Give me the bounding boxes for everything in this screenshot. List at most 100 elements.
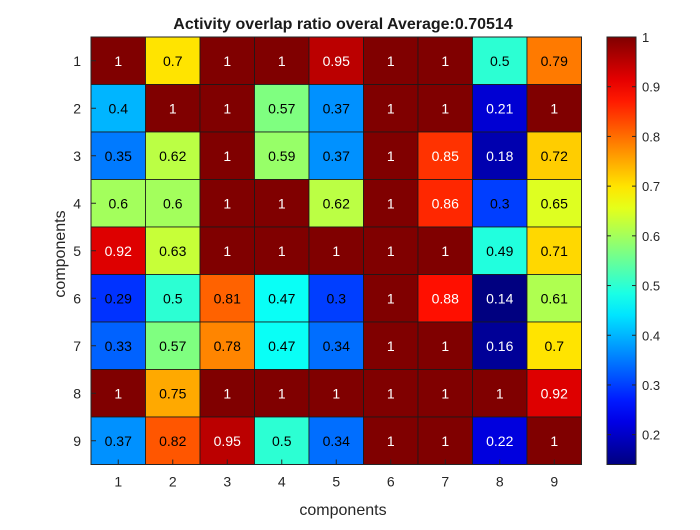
x-tick-label: 5 bbox=[332, 474, 340, 490]
heatmap-cell bbox=[145, 179, 201, 228]
heatmap-cell bbox=[199, 416, 255, 465]
heatmap-cell bbox=[363, 416, 419, 465]
y-tick-label: 5 bbox=[73, 243, 81, 259]
heatmap-cell bbox=[90, 179, 146, 228]
heatmap-cell bbox=[145, 226, 201, 275]
cell-value-label: 0.5 bbox=[163, 290, 183, 306]
heatmap-cell bbox=[145, 274, 201, 323]
y-axis-ticks: 1 2 3 4 5 6 7 8 9 bbox=[73, 53, 96, 449]
cell-value-label: 0.92 bbox=[541, 385, 568, 401]
heatmap-cell bbox=[145, 36, 201, 85]
cell-value-label: 0.37 bbox=[323, 100, 350, 116]
heatmap-cell bbox=[363, 369, 419, 418]
heatmap-cell bbox=[199, 369, 255, 418]
x-tick-label: 4 bbox=[278, 474, 286, 490]
heatmap-cell bbox=[90, 84, 146, 133]
cell-value-label: 0.7 bbox=[545, 338, 565, 354]
cell-value-label: 1 bbox=[223, 53, 231, 69]
cell-value-label: 1 bbox=[332, 385, 340, 401]
y-tick-label: 6 bbox=[73, 290, 81, 306]
heatmap-cell bbox=[254, 369, 310, 418]
heatmap-cell bbox=[90, 36, 146, 85]
cell-value-label: 0.59 bbox=[268, 148, 295, 164]
heatmap-cell bbox=[526, 226, 582, 275]
cell-value-label: 1 bbox=[223, 385, 231, 401]
cell-value-label: 0.79 bbox=[541, 53, 568, 69]
heatmap-cell bbox=[254, 36, 310, 85]
heatmap-cell bbox=[90, 226, 146, 275]
heatmap-cell bbox=[90, 131, 146, 180]
heatmap-cell bbox=[526, 131, 582, 180]
heatmap-cell bbox=[308, 84, 364, 133]
heatmap-cell bbox=[254, 416, 310, 465]
cell-value-label: 0.6 bbox=[109, 195, 129, 211]
heatmap-cell bbox=[308, 274, 364, 323]
heatmap-cell bbox=[308, 416, 364, 465]
y-tick-label: 8 bbox=[73, 385, 81, 401]
heatmap-cells bbox=[90, 36, 582, 465]
x-tick-label: 2 bbox=[169, 474, 177, 490]
cell-value-label: 0.3 bbox=[327, 290, 347, 306]
y-axis-title: components bbox=[52, 210, 69, 297]
colorbar-tick-label: 0.3 bbox=[642, 378, 660, 393]
cell-value-label: 0.92 bbox=[105, 243, 132, 259]
cell-value-label: 0.81 bbox=[214, 290, 241, 306]
cell-value-label: 0.34 bbox=[323, 338, 350, 354]
cell-value-label: 1 bbox=[441, 100, 449, 116]
cell-value-label: 0.3 bbox=[490, 195, 510, 211]
heatmap-cell bbox=[90, 274, 146, 323]
cell-value-label: 1 bbox=[387, 433, 395, 449]
x-tick-label: 9 bbox=[550, 474, 558, 490]
cell-value-label: 1 bbox=[387, 53, 395, 69]
heatmap-cell bbox=[417, 369, 473, 418]
cell-value-label: 0.35 bbox=[105, 148, 132, 164]
heatmap-cell bbox=[145, 131, 201, 180]
colorbar-tick-label: 0.8 bbox=[642, 129, 660, 144]
heatmap-cell bbox=[526, 274, 582, 323]
heatmap-cell bbox=[363, 226, 419, 275]
cell-value-label: 1 bbox=[387, 243, 395, 259]
heatmap-cell bbox=[417, 84, 473, 133]
heatmap-cell bbox=[417, 321, 473, 370]
x-tick-label: 8 bbox=[496, 474, 504, 490]
cell-value-label: 0.37 bbox=[105, 433, 132, 449]
heatmap-cell bbox=[472, 84, 528, 133]
cell-value-label: 1 bbox=[278, 243, 286, 259]
cell-value-label: 0.62 bbox=[323, 195, 350, 211]
colorbar-tick-label: 0.6 bbox=[642, 229, 660, 244]
heatmap-cell bbox=[526, 416, 582, 465]
heatmap-cell bbox=[472, 274, 528, 323]
cell-value-label: 1 bbox=[278, 53, 286, 69]
cell-value-label: 0.95 bbox=[323, 53, 350, 69]
cell-value-label: 0.86 bbox=[432, 195, 459, 211]
cell-value-label: 1 bbox=[223, 100, 231, 116]
cell-value-label: 0.62 bbox=[159, 148, 186, 164]
cell-value-label: 0.57 bbox=[159, 338, 186, 354]
x-axis-ticks: 1 2 3 4 5 6 7 8 9 bbox=[114, 459, 558, 490]
colorbar-tick-label: 0.9 bbox=[642, 80, 660, 95]
cell-value-label: 1 bbox=[441, 433, 449, 449]
y-tick-label: 4 bbox=[73, 195, 81, 211]
heatmap-cell bbox=[199, 131, 255, 180]
cell-value-label: 1 bbox=[496, 385, 504, 401]
heatmap-cell bbox=[526, 84, 582, 133]
cell-value-label: 1 bbox=[278, 385, 286, 401]
x-tick-label: 1 bbox=[114, 474, 122, 490]
cell-value-label: 0.63 bbox=[159, 243, 186, 259]
cell-value-label: 1 bbox=[114, 53, 122, 69]
x-axis-title: components bbox=[299, 502, 386, 519]
heatmap-cell bbox=[145, 321, 201, 370]
heatmap-cell bbox=[90, 369, 146, 418]
cell-value-label: 1 bbox=[387, 195, 395, 211]
cell-value-label: 0.61 bbox=[541, 290, 568, 306]
cell-value-label: 0.21 bbox=[486, 100, 513, 116]
cell-value-label: 0.49 bbox=[486, 243, 513, 259]
colorbar-tick-label: 0.7 bbox=[642, 179, 660, 194]
heatmap-cell bbox=[417, 131, 473, 180]
heatmap-cell bbox=[254, 274, 310, 323]
heatmap-cell bbox=[417, 226, 473, 275]
cell-value-label: 1 bbox=[550, 433, 558, 449]
cell-value-label: 0.71 bbox=[541, 243, 568, 259]
